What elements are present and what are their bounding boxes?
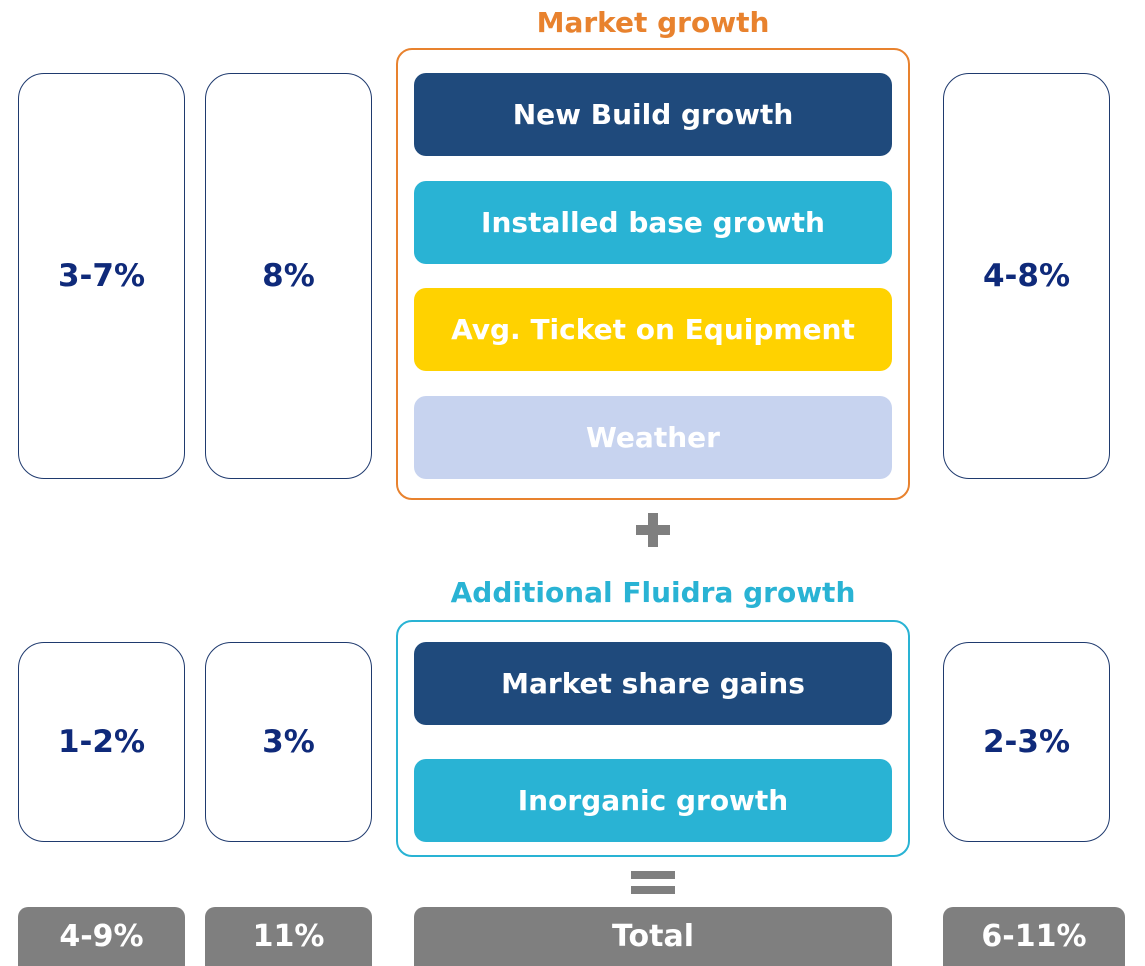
value-box: 1-2% bbox=[18, 642, 185, 842]
equals-icon bbox=[631, 871, 675, 894]
market-box bbox=[396, 48, 910, 500]
value-box: 8% bbox=[205, 73, 372, 479]
additional-title: Additional Fluidra growth bbox=[450, 575, 856, 609]
total-value: 4-9% bbox=[18, 907, 185, 966]
total-value: 6-11% bbox=[943, 907, 1125, 966]
additional-box bbox=[396, 620, 910, 857]
value-box: 4-8% bbox=[943, 73, 1110, 479]
market-item: Weather bbox=[414, 396, 892, 479]
additional-item: Inorganic growth bbox=[414, 759, 892, 842]
value-box: 2-3% bbox=[943, 642, 1110, 842]
additional-item: Market share gains bbox=[414, 642, 892, 725]
market-title: Market growth bbox=[536, 5, 770, 39]
total-value: 11% bbox=[205, 907, 372, 966]
market-item: Installed base growth bbox=[414, 181, 892, 264]
market-item: Avg. Ticket on Equipment bbox=[414, 288, 892, 371]
total-label: Total bbox=[414, 907, 892, 966]
value-box: 3-7% bbox=[18, 73, 185, 479]
value-box: 3% bbox=[205, 642, 372, 842]
plus-icon bbox=[636, 513, 670, 547]
market-item: New Build growth bbox=[414, 73, 892, 156]
